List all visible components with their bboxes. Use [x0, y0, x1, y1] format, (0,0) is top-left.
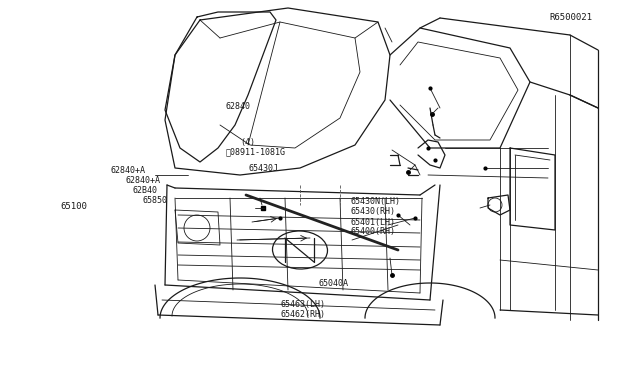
Text: 62B40: 62B40	[132, 186, 157, 195]
Text: 65850: 65850	[142, 196, 167, 205]
Text: 62840+A: 62840+A	[125, 176, 161, 185]
Text: 62840: 62840	[225, 102, 250, 110]
Text: 65040A: 65040A	[319, 279, 349, 288]
Text: 65430(RH): 65430(RH)	[351, 207, 396, 216]
Text: R6500021: R6500021	[549, 13, 592, 22]
Text: ⓝ08911-1081G: ⓝ08911-1081G	[225, 147, 285, 156]
Text: (4): (4)	[240, 138, 255, 147]
Text: 65100: 65100	[61, 202, 88, 211]
Text: 65430J: 65430J	[248, 164, 278, 173]
Text: 65400(RH): 65400(RH)	[351, 227, 396, 236]
Text: 65463(LH): 65463(LH)	[280, 300, 325, 309]
Text: 65462(RH): 65462(RH)	[280, 310, 325, 319]
Text: 62840+A: 62840+A	[111, 166, 146, 175]
Text: 65401(LH): 65401(LH)	[351, 218, 396, 227]
Text: 65430N(LH): 65430N(LH)	[351, 197, 401, 206]
